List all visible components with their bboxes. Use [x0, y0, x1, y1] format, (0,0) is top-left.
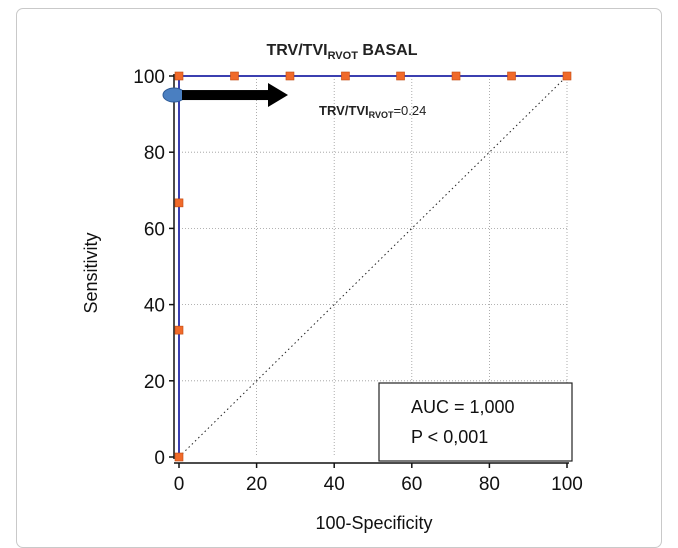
roc-point-marker [451, 71, 461, 81]
y-tick-label: 0 [154, 448, 165, 469]
roc-point-marker [562, 71, 572, 81]
cutoff-annotation-sub: RVOT [369, 110, 394, 120]
roc-point-marker [507, 71, 516, 81]
chart-title: TRV/TVIRVOT BASAL [267, 42, 418, 62]
roc-point-marker [285, 71, 295, 81]
cutoff-annotation-main: TRV/TVI [319, 103, 369, 118]
x-tick-label: 100 [551, 474, 583, 495]
stats-auc: AUC = 1,000 [411, 397, 515, 417]
stats-box-border [378, 382, 573, 462]
roc-point-marker [174, 325, 184, 335]
y-tick-label: 60 [144, 219, 165, 240]
roc-point-marker [174, 198, 184, 208]
grid-lines [179, 75, 568, 457]
roc-point-marker [396, 71, 405, 81]
y-tick-label: 20 [144, 372, 165, 393]
cutoff-annotation: TRV/TVIRVOT=0.24 [319, 103, 426, 120]
axes [169, 74, 569, 468]
x-tick-label: 80 [479, 474, 500, 495]
chart-title-rest: BASAL [358, 42, 418, 59]
x-axis-title: 100-Specificity [315, 513, 432, 533]
tick-labels: 0 20 40 60 80 100 0 20 40 60 80 100 [133, 67, 583, 495]
chart-title-main: TRV/TVI [267, 42, 328, 59]
cutoff-arrow-head [268, 83, 288, 108]
roc-point-marker [230, 71, 239, 81]
y-tick-label: 40 [144, 296, 165, 317]
y-tick-label: 100 [133, 67, 165, 88]
chart-title-sub: RVOT [328, 50, 359, 62]
stats-box: AUC = 1,000 P < 0,001 [378, 382, 573, 462]
cutoff-point [162, 87, 186, 103]
x-tick-label: 60 [401, 474, 422, 495]
y-tick-label: 80 [144, 143, 165, 164]
x-tick-label: 20 [246, 474, 267, 495]
figure-frame: TRV/TVIRVOT BASAL 0 20 40 60 80 100 0 20 40 60 80 1… [16, 8, 662, 548]
stats-p-value: P < 0,001 [411, 427, 488, 447]
cutoff-annotation-value: =0.24 [393, 103, 426, 118]
cutoff-marker [162, 83, 288, 108]
x-tick-label: 40 [324, 474, 345, 495]
roc-curve-series [174, 71, 572, 462]
y-axis-title: Sensitivity [81, 232, 101, 313]
roc-point-marker [341, 71, 350, 81]
roc-point-marker [174, 71, 184, 81]
cutoff-arrow-shaft [182, 90, 270, 101]
x-tick-label: 0 [174, 474, 185, 495]
roc-point-marker [174, 452, 184, 462]
reference-diagonal-line [178, 75, 568, 458]
